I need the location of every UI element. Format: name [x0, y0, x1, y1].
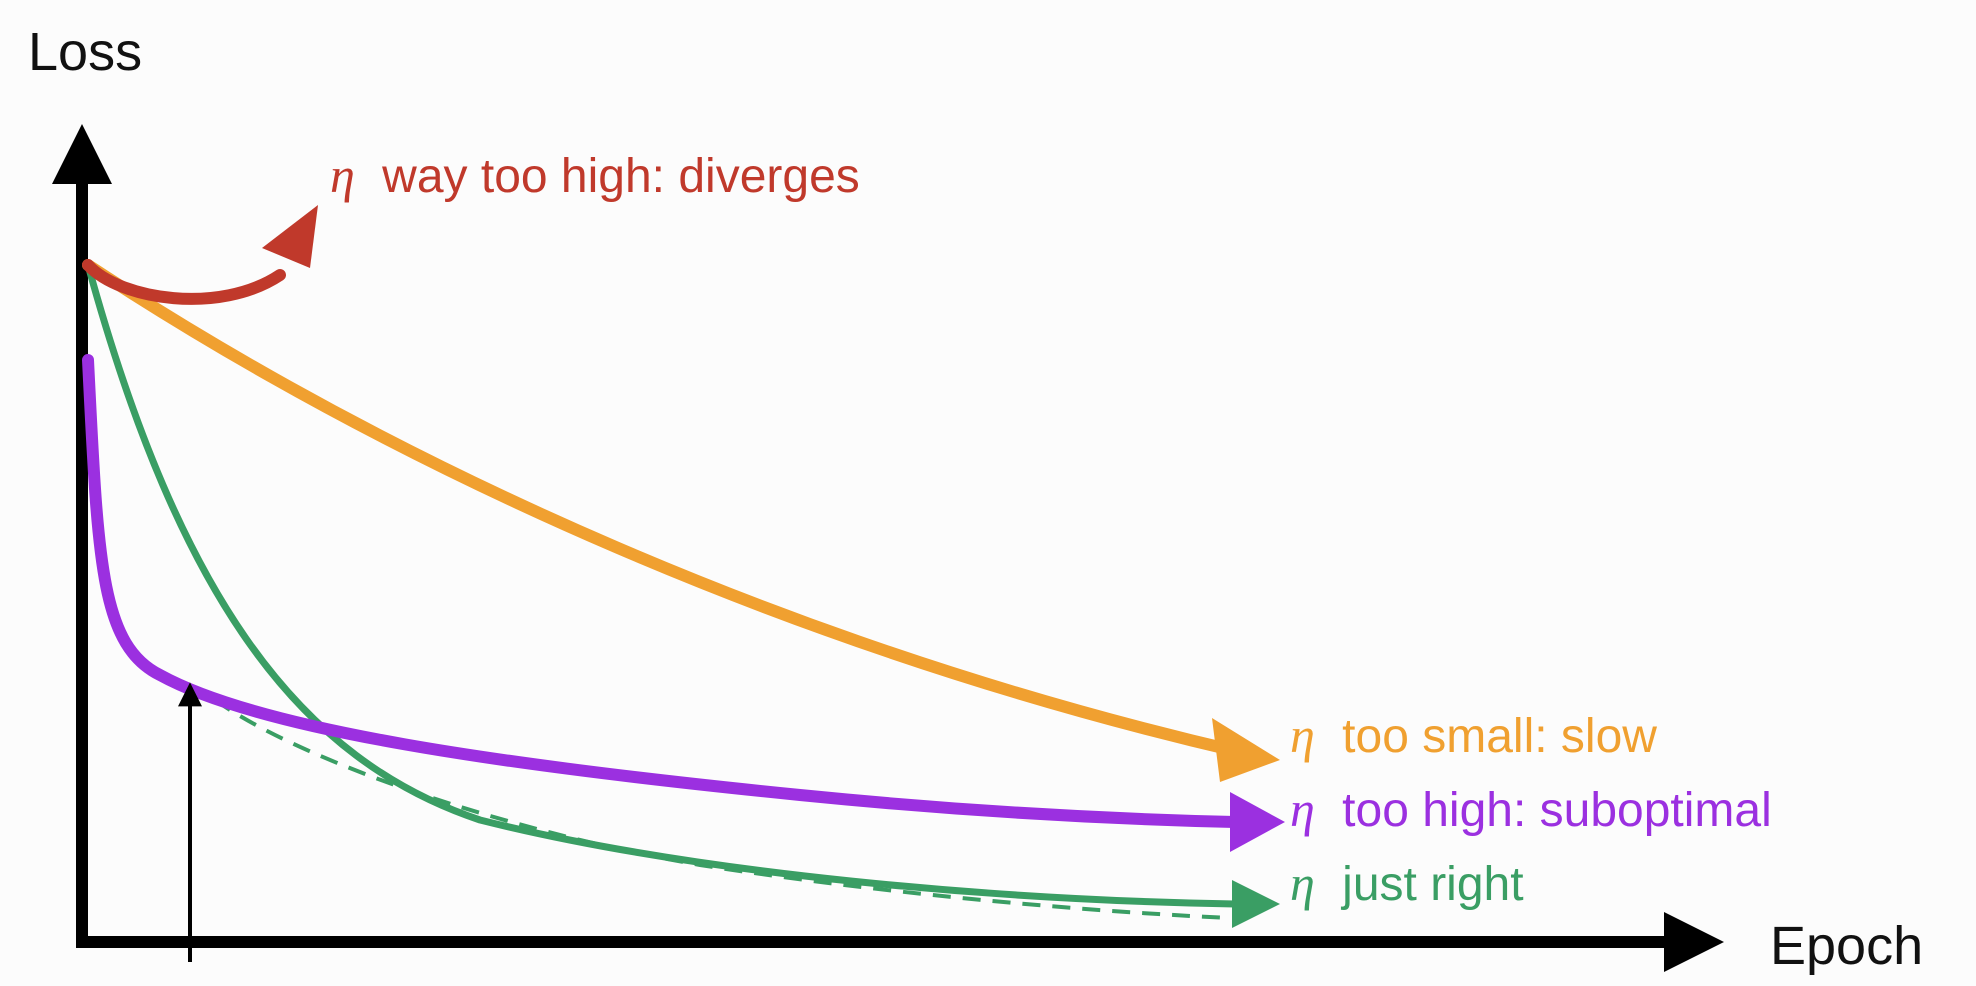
diverges-text: way too high: diverges	[381, 150, 860, 203]
y-axis-title: Loss	[28, 22, 142, 82]
suboptimal-label: η too high: suboptimal	[1290, 781, 1772, 837]
slow-text: too small: slow	[1342, 710, 1657, 763]
slow-label: η too small: slow	[1290, 707, 1657, 763]
suboptimal-eta: η	[1290, 781, 1315, 837]
slow-eta: η	[1290, 707, 1315, 763]
diverges-label: η way too high: diverges	[330, 147, 860, 203]
curves	[82, 205, 1285, 928]
diverges-eta: η	[330, 147, 355, 203]
suboptimal-arrowhead	[1230, 792, 1285, 852]
slow-arrowhead	[1212, 718, 1280, 782]
curve-labels: η way too high: diverges η too small: sl…	[330, 147, 1772, 911]
just-right-eta: η	[1290, 855, 1315, 911]
diverges-arrowhead	[262, 205, 318, 268]
just-right-arrowhead	[1232, 880, 1280, 928]
axes: Loss Epoch	[28, 22, 1923, 976]
just-right-text: just right	[1340, 858, 1523, 911]
just-right-curve	[84, 261, 1239, 908]
diverges-curve	[82, 259, 286, 305]
suboptimal-text: too high: suboptimal	[1342, 784, 1772, 837]
just-right-label: η just right	[1290, 855, 1524, 911]
slow-curve	[82, 259, 1246, 758]
x-axis-title: Epoch	[1770, 916, 1923, 976]
suboptimal-curve	[82, 354, 1241, 828]
